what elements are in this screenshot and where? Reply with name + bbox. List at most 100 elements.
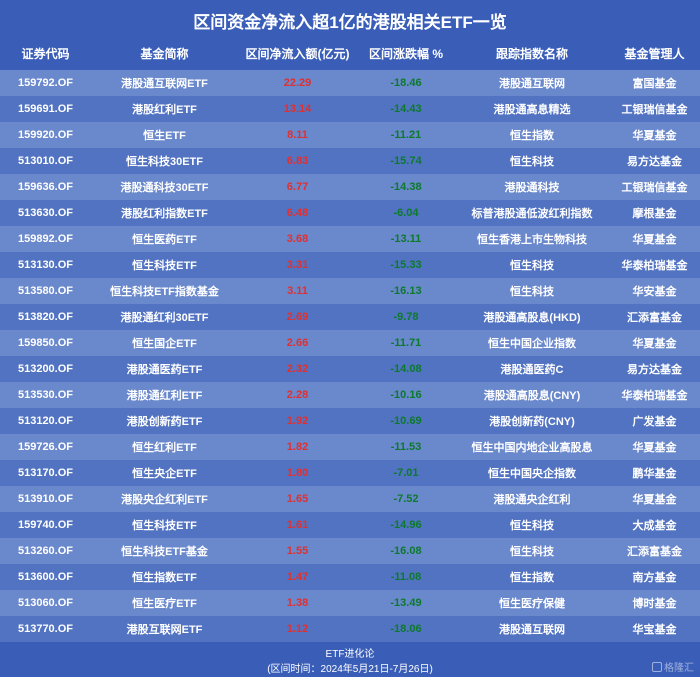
- cell-code: 513010.OF: [0, 148, 91, 174]
- cell-change: -18.46: [357, 70, 455, 96]
- cell-index: 恒生科技: [455, 538, 609, 564]
- cell-name: 港股创新药ETF: [91, 408, 238, 434]
- cell-inflow: 1.65: [238, 486, 357, 512]
- cell-inflow: 8.11: [238, 122, 357, 148]
- cell-inflow: 3.68: [238, 226, 357, 252]
- cell-index: 港股通医药C: [455, 356, 609, 382]
- cell-index: 港股通高息精选: [455, 96, 609, 122]
- cell-manager: 易方达基金: [609, 356, 700, 382]
- cell-code: 159850.OF: [0, 330, 91, 356]
- cell-code: 513530.OF: [0, 382, 91, 408]
- cell-inflow: 1.82: [238, 434, 357, 460]
- watermark-logo-icon: [652, 662, 662, 672]
- cell-code: 513060.OF: [0, 590, 91, 616]
- watermark-text: 格隆汇: [664, 659, 694, 674]
- footer-period: (区间时间：2024年5月21日-7月26日): [0, 660, 700, 675]
- cell-code: 513120.OF: [0, 408, 91, 434]
- cell-inflow: 3.31: [238, 252, 357, 278]
- cell-name: 恒生红利ETF: [91, 434, 238, 460]
- cell-inflow: 6.48: [238, 200, 357, 226]
- cell-inflow: 6.83: [238, 148, 357, 174]
- cell-name: 恒生科技30ETF: [91, 148, 238, 174]
- cell-inflow: 13.14: [238, 96, 357, 122]
- cell-change: -13.49: [357, 590, 455, 616]
- cell-change: -11.21: [357, 122, 455, 148]
- cell-change: -9.78: [357, 304, 455, 330]
- column-header: 区间涨跌幅 %: [357, 39, 455, 70]
- table-row: 513010.OF恒生科技30ETF6.83-15.74恒生科技易方达基金: [0, 148, 700, 174]
- cell-name: 恒生国企ETF: [91, 330, 238, 356]
- cell-inflow: 2.32: [238, 356, 357, 382]
- page-title: 区间资金净流入超1亿的港股相关ETF一览: [0, 0, 700, 39]
- cell-change: -11.53: [357, 434, 455, 460]
- cell-change: -10.69: [357, 408, 455, 434]
- cell-name: 恒生科技ETF指数基金: [91, 278, 238, 304]
- cell-manager: 易方达基金: [609, 148, 700, 174]
- cell-index: 恒生医疗保健: [455, 590, 609, 616]
- table-body: 159792.OF港股通互联网ETF22.29-18.46港股通互联网富国基金1…: [0, 70, 700, 642]
- cell-name: 港股通红利ETF: [91, 382, 238, 408]
- cell-manager: 华夏基金: [609, 226, 700, 252]
- cell-code: 159691.OF: [0, 96, 91, 122]
- cell-index: 恒生中国企业指数: [455, 330, 609, 356]
- cell-index: 港股通央企红利: [455, 486, 609, 512]
- cell-change: -15.74: [357, 148, 455, 174]
- cell-inflow: 1.47: [238, 564, 357, 590]
- cell-index: 港股通高股息(CNY): [455, 382, 609, 408]
- cell-manager: 华宝基金: [609, 616, 700, 642]
- cell-code: 159740.OF: [0, 512, 91, 538]
- cell-name: 恒生科技ETF: [91, 512, 238, 538]
- cell-name: 港股通科技30ETF: [91, 174, 238, 200]
- cell-change: -15.33: [357, 252, 455, 278]
- cell-change: -7.52: [357, 486, 455, 512]
- table-row: 159636.OF港股通科技30ETF6.77-14.38港股通科技工银瑞信基金: [0, 174, 700, 200]
- cell-index: 港股创新药(CNY): [455, 408, 609, 434]
- cell-change: -14.43: [357, 96, 455, 122]
- cell-manager: 华夏基金: [609, 434, 700, 460]
- cell-manager: 摩根基金: [609, 200, 700, 226]
- cell-change: -7.01: [357, 460, 455, 486]
- cell-name: 港股红利指数ETF: [91, 200, 238, 226]
- cell-name: 恒生ETF: [91, 122, 238, 148]
- cell-code: 513820.OF: [0, 304, 91, 330]
- cell-index: 恒生科技: [455, 252, 609, 278]
- cell-code: 513600.OF: [0, 564, 91, 590]
- cell-index: 恒生科技: [455, 148, 609, 174]
- cell-name: 恒生指数ETF: [91, 564, 238, 590]
- cell-inflow: 1.80: [238, 460, 357, 486]
- cell-index: 恒生指数: [455, 122, 609, 148]
- cell-code: 159792.OF: [0, 70, 91, 96]
- cell-change: -11.08: [357, 564, 455, 590]
- cell-code: 159726.OF: [0, 434, 91, 460]
- cell-inflow: 1.38: [238, 590, 357, 616]
- cell-code: 513630.OF: [0, 200, 91, 226]
- cell-code: 159636.OF: [0, 174, 91, 200]
- table-row: 159726.OF恒生红利ETF1.82-11.53恒生中国内地企业高股息华夏基…: [0, 434, 700, 460]
- table-row: 513260.OF恒生科技ETF基金1.55-16.08恒生科技汇添富基金: [0, 538, 700, 564]
- cell-name: 港股通医药ETF: [91, 356, 238, 382]
- table-row: 513120.OF港股创新药ETF1.92-10.69港股创新药(CNY)广发基…: [0, 408, 700, 434]
- cell-inflow: 6.77: [238, 174, 357, 200]
- cell-change: -16.13: [357, 278, 455, 304]
- column-header: 基金简称: [91, 39, 238, 70]
- column-header: 跟踪指数名称: [455, 39, 609, 70]
- cell-index: 恒生科技: [455, 512, 609, 538]
- cell-change: -18.06: [357, 616, 455, 642]
- cell-name: 恒生央企ETF: [91, 460, 238, 486]
- cell-manager: 富国基金: [609, 70, 700, 96]
- cell-code: 513910.OF: [0, 486, 91, 512]
- cell-name: 恒生科技ETF: [91, 252, 238, 278]
- cell-manager: 大成基金: [609, 512, 700, 538]
- cell-change: -11.71: [357, 330, 455, 356]
- cell-manager: 华夏基金: [609, 122, 700, 148]
- cell-index: 标普港股通低波红利指数: [455, 200, 609, 226]
- table-row: 513130.OF恒生科技ETF3.31-15.33恒生科技华泰柏瑞基金: [0, 252, 700, 278]
- column-header: 基金管理人: [609, 39, 700, 70]
- cell-change: -13.11: [357, 226, 455, 252]
- cell-index: 港股通互联网: [455, 616, 609, 642]
- cell-code: 159920.OF: [0, 122, 91, 148]
- cell-manager: 鹏华基金: [609, 460, 700, 486]
- cell-manager: 汇添富基金: [609, 538, 700, 564]
- cell-manager: 汇添富基金: [609, 304, 700, 330]
- cell-manager: 华夏基金: [609, 486, 700, 512]
